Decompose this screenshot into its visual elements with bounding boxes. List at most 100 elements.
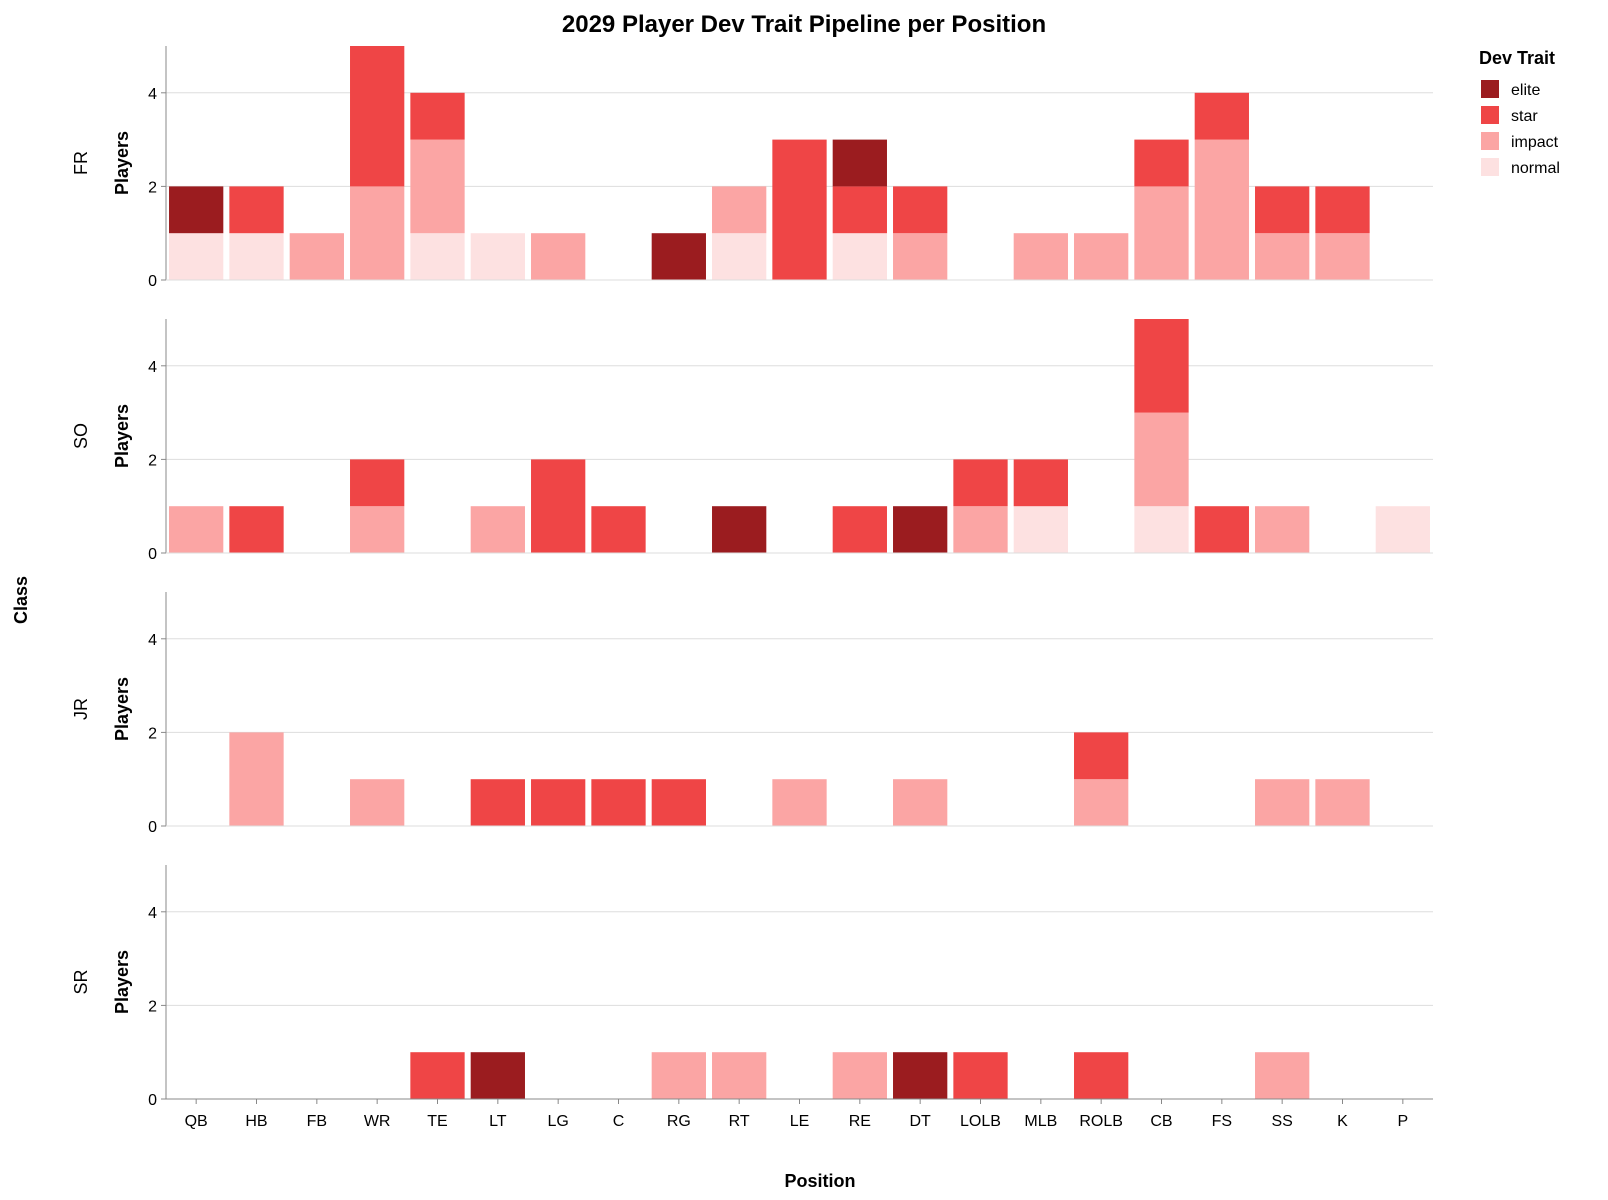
bar-fr-mlb-impact	[1013, 233, 1068, 280]
bar-fr-rt-impact	[712, 186, 767, 234]
bar-sr-lolb-star	[953, 1052, 1008, 1099]
y-tick-label: 2	[148, 179, 157, 196]
legend-swatch-elite	[1481, 80, 1499, 98]
bar-sr-te-star	[410, 1052, 465, 1099]
bar-sr-re-impact	[832, 1052, 887, 1099]
bar-jr-hb-impact	[229, 732, 284, 826]
bar-fr-re-normal	[832, 233, 887, 280]
bar-so-cb-impact	[1134, 412, 1189, 507]
bar-fr-le-star	[772, 139, 827, 280]
bar-sr-rolb-star	[1074, 1052, 1129, 1099]
legend: Dev Trait elite star impact normal	[1479, 48, 1560, 177]
legend-label-elite: elite	[1511, 82, 1540, 99]
bar-fr-cb-star	[1134, 139, 1189, 187]
bar-jr-ss-impact	[1255, 779, 1310, 826]
bar-fr-cb-impact	[1134, 186, 1189, 280]
y-axis-title: Players	[112, 131, 132, 195]
bar-so-wr-impact	[350, 506, 405, 553]
x-tick-label-te: TE	[427, 1113, 447, 1130]
facet-panel-fr: 0 2 4 Players FR	[71, 46, 1433, 290]
x-tick-label-lolb: LOLB	[960, 1113, 1001, 1130]
x-tick-label-rolb: ROLB	[1079, 1113, 1123, 1130]
legend-items: elite star impact normal	[1481, 80, 1560, 177]
x-tick-label-re: RE	[849, 1113, 871, 1130]
bar-fr-lt-normal	[470, 233, 525, 280]
y-axis-title: Players	[112, 677, 132, 741]
legend-swatch-star	[1481, 106, 1499, 124]
bar-jr-le-impact	[772, 779, 827, 826]
row-label-fr: FR	[71, 151, 91, 175]
bar-jr-rolb-star	[1074, 732, 1129, 780]
bar-fr-qb-elite	[169, 186, 224, 234]
bar-so-re-star	[832, 506, 887, 553]
bar-jr-lg-star	[531, 779, 586, 826]
bar-fr-ss-impact	[1255, 233, 1310, 280]
bar-so-lolb-impact	[953, 506, 1008, 553]
x-tick-label-cb: CB	[1150, 1113, 1172, 1130]
bar-so-lt-impact	[470, 506, 525, 553]
x-tick-label-lt: LT	[489, 1113, 507, 1130]
y-tick-label: 4	[148, 86, 157, 103]
bar-sr-dt-elite	[893, 1052, 948, 1099]
row-label-sr: SR	[71, 969, 91, 994]
y-tick-label: 2	[148, 998, 157, 1015]
bar-jr-k-impact	[1315, 779, 1370, 826]
y-axis-title: Players	[112, 404, 132, 468]
bar-jr-rolb-impact	[1074, 779, 1129, 826]
legend-swatch-normal	[1481, 158, 1499, 176]
bar-fr-rolb-impact	[1074, 233, 1129, 280]
legend-label-impact: impact	[1511, 134, 1559, 151]
row-label-so: SO	[71, 423, 91, 449]
x-tick-label-qb: QB	[185, 1113, 208, 1130]
row-facet-title: Class	[11, 576, 31, 624]
x-tick-label-c: C	[613, 1113, 625, 1130]
bar-sr-ss-impact	[1255, 1052, 1310, 1099]
bar-so-c-star	[591, 506, 646, 553]
bar-jr-rg-star	[651, 779, 706, 826]
facet-panel-sr: 0 2 4 Players SR	[71, 865, 1433, 1109]
bar-fr-qb-normal	[169, 233, 224, 280]
chart-title: 2029 Player Dev Trait Pipeline per Posit…	[562, 11, 1046, 38]
bar-fr-fs-star	[1194, 92, 1249, 140]
y-tick-label: 0	[148, 1092, 157, 1109]
bar-so-qb-impact	[169, 506, 224, 553]
bar-sr-lt-elite	[470, 1052, 525, 1099]
bar-fr-wr-impact	[350, 186, 405, 280]
bar-fr-k-impact	[1315, 233, 1370, 280]
bar-so-lg-star	[531, 459, 586, 553]
bar-so-fs-star	[1194, 506, 1249, 553]
x-tick-label-fb: FB	[307, 1113, 327, 1130]
bar-fr-te-star	[410, 92, 465, 140]
x-tick-label-rg: RG	[667, 1113, 691, 1130]
y-tick-label: 2	[148, 452, 157, 469]
bar-so-cb-star	[1134, 319, 1189, 413]
bar-fr-fb-impact	[289, 233, 344, 280]
bar-fr-ss-star	[1255, 186, 1310, 234]
facet-panels: 0 2 4 Players FR 0 2 4 Players SO 0 2 4 Players JR 0 2 4 P…	[71, 46, 1433, 1109]
y-tick-label: 2	[148, 725, 157, 742]
x-tick-label-p: P	[1397, 1113, 1408, 1130]
x-axis-title: Position	[785, 1171, 856, 1191]
y-axis-title: Players	[112, 950, 132, 1014]
bar-so-wr-star	[350, 459, 405, 507]
row-label-jr: JR	[71, 698, 91, 720]
y-tick-label: 4	[148, 905, 157, 922]
bar-fr-lg-impact	[531, 233, 586, 280]
bar-jr-lt-star	[470, 779, 525, 826]
bar-fr-dt-impact	[893, 233, 948, 280]
legend-title: Dev Trait	[1479, 48, 1555, 68]
bar-fr-te-impact	[410, 139, 465, 234]
y-tick-label: 4	[148, 359, 157, 376]
bar-fr-dt-star	[893, 186, 948, 234]
facet-panel-so: 0 2 4 Players SO	[71, 319, 1433, 563]
bar-jr-c-star	[591, 779, 646, 826]
bar-so-lolb-star	[953, 459, 1008, 507]
legend-label-normal: normal	[1511, 160, 1560, 177]
bar-jr-dt-impact	[893, 779, 948, 826]
x-tick-label-lg: LG	[547, 1113, 568, 1130]
y-tick-label: 0	[148, 273, 157, 290]
x-tick-label-ss: SS	[1271, 1113, 1292, 1130]
x-tick-label-wr: WR	[364, 1113, 391, 1130]
bar-fr-k-star	[1315, 186, 1370, 234]
